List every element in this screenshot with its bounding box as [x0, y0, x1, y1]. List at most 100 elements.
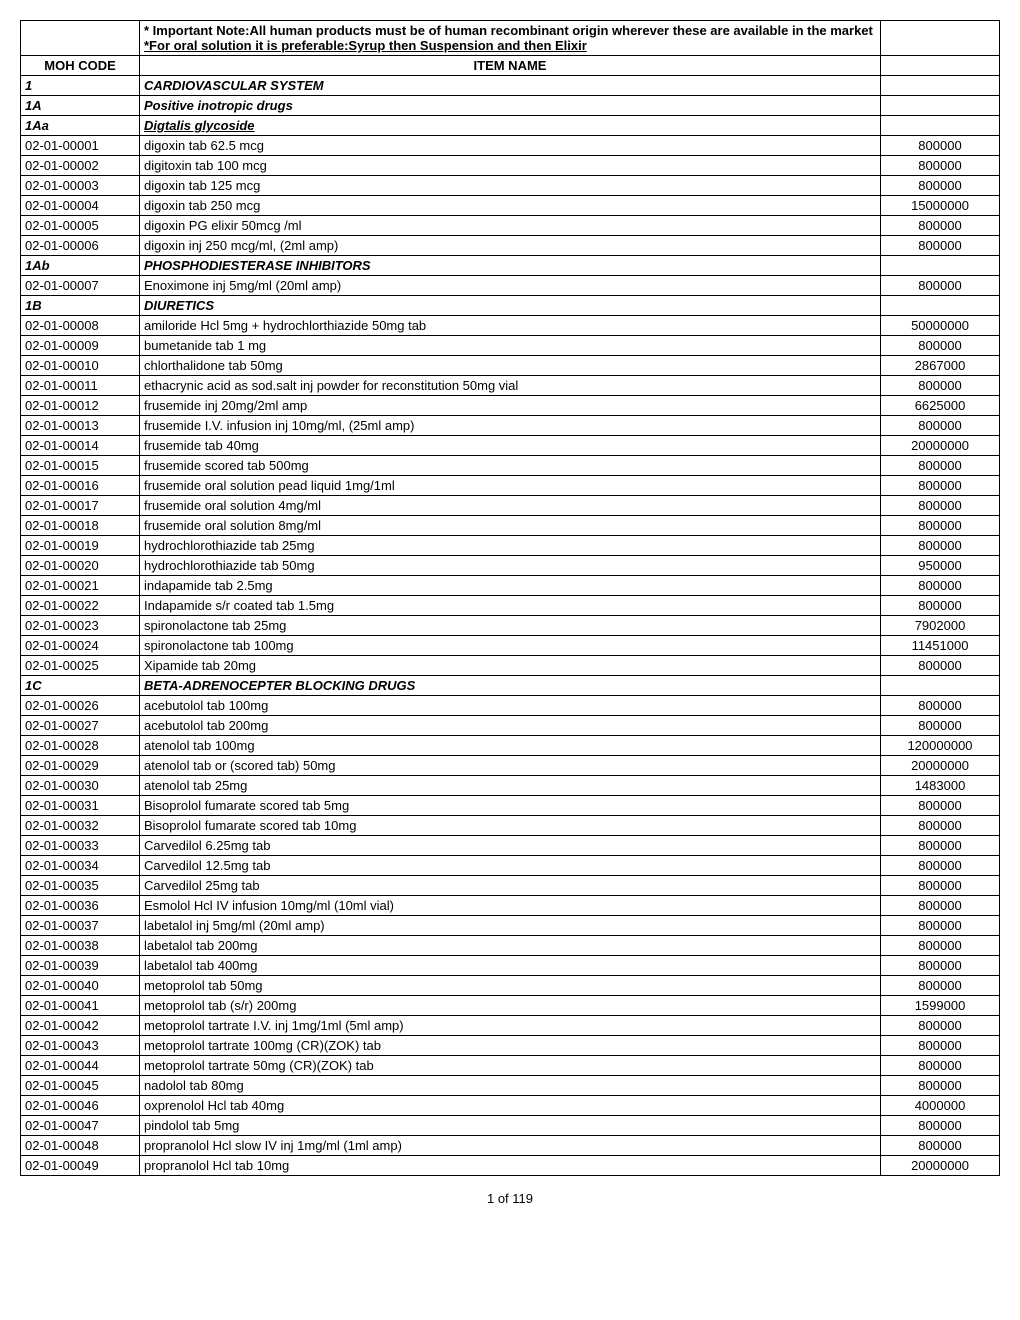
- value-cell: 800000: [881, 1056, 1000, 1076]
- name-cell: digoxin tab 62.5 mcg: [140, 136, 881, 156]
- value-cell: 1599000: [881, 996, 1000, 1016]
- name-cell: digoxin tab 125 mcg: [140, 176, 881, 196]
- name-cell: pindolol tab 5mg: [140, 1116, 881, 1136]
- code-cell: 02-01-00048: [21, 1136, 140, 1156]
- code-cell: 02-01-00039: [21, 956, 140, 976]
- table-row: 02-01-00046oxprenolol Hcl tab 40mg400000…: [21, 1096, 1000, 1116]
- name-cell: propranolol Hcl tab 10mg: [140, 1156, 881, 1176]
- code-cell: 1Aa: [21, 116, 140, 136]
- code-cell: 02-01-00015: [21, 456, 140, 476]
- value-cell: [881, 116, 1000, 136]
- table-row: 02-01-00034Carvedilol 12.5mg tab800000: [21, 856, 1000, 876]
- code-cell: 1Ab: [21, 256, 140, 276]
- name-cell: Carvedilol 25mg tab: [140, 876, 881, 896]
- name-cell: metoprolol tab (s/r) 200mg: [140, 996, 881, 1016]
- table-row: 02-01-00031Bisoprolol fumarate scored ta…: [21, 796, 1000, 816]
- code-cell: 1C: [21, 676, 140, 696]
- table-row: 02-01-00048propranolol Hcl slow IV inj 1…: [21, 1136, 1000, 1156]
- name-cell: acebutolol tab 200mg: [140, 716, 881, 736]
- value-cell: 50000000: [881, 316, 1000, 336]
- table-row: 02-01-00030atenolol tab 25mg1483000: [21, 776, 1000, 796]
- header-empty-cell: [21, 21, 140, 56]
- header-empty-value: [881, 21, 1000, 56]
- table-row: 02-01-00039labetalol tab 400mg800000: [21, 956, 1000, 976]
- code-cell: 02-01-00013: [21, 416, 140, 436]
- code-cell: 02-01-00022: [21, 596, 140, 616]
- table-row: 02-01-00021indapamide tab 2.5mg800000: [21, 576, 1000, 596]
- value-cell: 800000: [881, 596, 1000, 616]
- table-row: 02-01-00004digoxin tab 250 mcg15000000: [21, 196, 1000, 216]
- note2-text: *For oral solution it is preferable:Syru…: [144, 38, 587, 53]
- code-cell: 02-01-00019: [21, 536, 140, 556]
- name-cell: atenolol tab 25mg: [140, 776, 881, 796]
- table-row: 02-01-00041metoprolol tab (s/r) 200mg159…: [21, 996, 1000, 1016]
- table-row: 02-01-00007Enoximone inj 5mg/ml (20ml am…: [21, 276, 1000, 296]
- table-row: 1AbPHOSPHODIESTERASE INHIBITORS: [21, 256, 1000, 276]
- value-cell: 800000: [881, 1016, 1000, 1036]
- value-cell: [881, 76, 1000, 96]
- table-row: 02-01-00016frusemide oral solution pead …: [21, 476, 1000, 496]
- code-cell: 02-01-00003: [21, 176, 140, 196]
- value-cell: 20000000: [881, 436, 1000, 456]
- code-cell: 02-01-00032: [21, 816, 140, 836]
- code-cell: 02-01-00034: [21, 856, 140, 876]
- name-cell: Esmolol Hcl IV infusion 10mg/ml (10ml vi…: [140, 896, 881, 916]
- note1-text: * Important Note:All human products must…: [144, 23, 873, 38]
- code-cell: 02-01-00041: [21, 996, 140, 1016]
- table-row: 02-01-00049propranolol Hcl tab 10mg20000…: [21, 1156, 1000, 1176]
- value-cell: 800000: [881, 236, 1000, 256]
- table-row: 1BDIURETICS: [21, 296, 1000, 316]
- name-cell: labetalol tab 200mg: [140, 936, 881, 956]
- name-cell: frusemide scored tab 500mg: [140, 456, 881, 476]
- table-row: 02-01-00033Carvedilol 6.25mg tab800000: [21, 836, 1000, 856]
- value-cell: 800000: [881, 176, 1000, 196]
- value-cell: 1483000: [881, 776, 1000, 796]
- table-row: 1CBETA-ADRENOCEPTER BLOCKING DRUGS: [21, 676, 1000, 696]
- table-row: 1APositive inotropic drugs: [21, 96, 1000, 116]
- code-cell: 02-01-00033: [21, 836, 140, 856]
- name-cell: DIURETICS: [140, 296, 881, 316]
- table-row: 02-01-00012frusemide inj 20mg/2ml amp662…: [21, 396, 1000, 416]
- code-cell: 02-01-00047: [21, 1116, 140, 1136]
- value-cell: 800000: [881, 156, 1000, 176]
- value-cell: 800000: [881, 956, 1000, 976]
- table-row: 02-01-00042metoprolol tartrate I.V. inj …: [21, 1016, 1000, 1036]
- value-header-empty: [881, 56, 1000, 76]
- value-cell: 800000: [881, 1036, 1000, 1056]
- code-cell: 02-01-00007: [21, 276, 140, 296]
- value-cell: 4000000: [881, 1096, 1000, 1116]
- value-cell: 800000: [881, 696, 1000, 716]
- code-cell: 02-01-00030: [21, 776, 140, 796]
- code-cell: 02-01-00038: [21, 936, 140, 956]
- code-cell: 02-01-00016: [21, 476, 140, 496]
- code-cell: 02-01-00005: [21, 216, 140, 236]
- table-row: 02-01-00025Xipamide tab 20mg800000: [21, 656, 1000, 676]
- table-row: 02-01-00024spironolactone tab 100mg11451…: [21, 636, 1000, 656]
- name-cell: frusemide tab 40mg: [140, 436, 881, 456]
- code-cell: 02-01-00025: [21, 656, 140, 676]
- table-row: 02-01-00045nadolol tab 80mg800000: [21, 1076, 1000, 1096]
- code-cell: 02-01-00014: [21, 436, 140, 456]
- table-row: 02-01-00013frusemide I.V. infusion inj 1…: [21, 416, 1000, 436]
- value-cell: 800000: [881, 916, 1000, 936]
- name-cell: propranolol Hcl slow IV inj 1mg/ml (1ml …: [140, 1136, 881, 1156]
- code-cell: 02-01-00028: [21, 736, 140, 756]
- value-cell: 950000: [881, 556, 1000, 576]
- table-row: 02-01-00010chlorthalidone tab 50mg286700…: [21, 356, 1000, 376]
- name-cell: metoprolol tartrate I.V. inj 1mg/1ml (5m…: [140, 1016, 881, 1036]
- value-cell: 800000: [881, 836, 1000, 856]
- code-cell: 02-01-00018: [21, 516, 140, 536]
- name-cell: frusemide I.V. infusion inj 10mg/ml, (25…: [140, 416, 881, 436]
- table-row: 02-01-00005digoxin PG elixir 50mcg /ml80…: [21, 216, 1000, 236]
- value-cell: 800000: [881, 896, 1000, 916]
- value-cell: 800000: [881, 816, 1000, 836]
- table-row: 02-01-00001digoxin tab 62.5 mcg800000: [21, 136, 1000, 156]
- table-row: 02-01-00019hydrochlorothiazide tab 25mg8…: [21, 536, 1000, 556]
- table-row: 02-01-00043metoprolol tartrate 100mg (CR…: [21, 1036, 1000, 1056]
- code-cell: 02-01-00029: [21, 756, 140, 776]
- value-cell: 11451000: [881, 636, 1000, 656]
- table-row: 02-01-00036Esmolol Hcl IV infusion 10mg/…: [21, 896, 1000, 916]
- name-cell: Xipamide tab 20mg: [140, 656, 881, 676]
- name-cell: frusemide inj 20mg/2ml amp: [140, 396, 881, 416]
- header-note-cell: * Important Note:All human products must…: [140, 21, 881, 56]
